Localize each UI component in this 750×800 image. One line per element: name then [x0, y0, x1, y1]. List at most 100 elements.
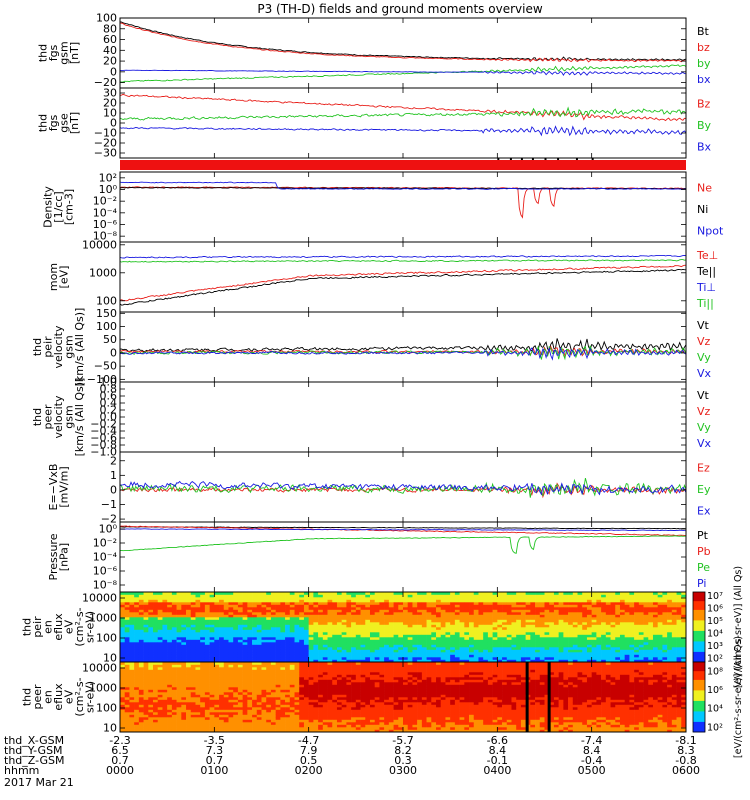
spectrogram-cell — [393, 607, 399, 610]
spectrogram-cell — [426, 634, 432, 638]
spectrogram-cell — [544, 644, 550, 648]
spectrogram-cell — [436, 647, 442, 650]
spectrogram-cell — [167, 637, 173, 640]
spectrogram-cell — [652, 657, 658, 660]
spectrogram-cell — [148, 679, 154, 683]
spectrogram-cell — [629, 627, 635, 630]
spectrogram-cell — [332, 607, 338, 610]
spectrogram-cell — [454, 652, 460, 655]
spectrogram-cell — [195, 602, 201, 605]
spectrogram-cell — [214, 679, 220, 683]
spectrogram-cell — [553, 607, 559, 610]
spectrogram-cell — [299, 669, 305, 673]
spectrogram-cell — [445, 634, 451, 638]
spectrogram-cell — [275, 617, 281, 620]
spectrogram-cell — [157, 629, 163, 633]
spectrogram-cell — [634, 654, 640, 658]
spectrogram-cell — [270, 689, 276, 693]
spectrogram-cell — [124, 657, 130, 660]
spectrogram-cell — [120, 677, 126, 680]
spectrogram-cell — [671, 614, 677, 618]
spectrogram-cell — [483, 614, 489, 618]
spectrogram-cell — [615, 637, 621, 640]
spectrogram-cell — [266, 597, 272, 600]
spectrogram-cell — [615, 639, 621, 643]
spectrogram-cell — [120, 727, 126, 730]
spectrogram-cell — [459, 632, 465, 635]
spectrogram-cell — [143, 722, 149, 725]
spectrogram-cell — [171, 637, 177, 640]
y-tick-label: 20 — [103, 55, 117, 68]
spectrogram-cell — [421, 607, 427, 610]
legend-entry: Vz — [697, 335, 711, 348]
spectrogram-cell — [138, 692, 144, 695]
spectrogram-cell — [129, 604, 135, 608]
spectrogram-cell — [252, 597, 258, 600]
spectrogram-cell — [270, 727, 276, 730]
spectrogram-cell — [516, 629, 522, 633]
spectrogram-cell — [563, 619, 569, 623]
spectrogram-cell — [181, 647, 187, 650]
spectrogram-cell — [520, 659, 526, 663]
spectrogram-cell — [676, 629, 682, 633]
spectrogram-cell — [176, 689, 182, 693]
spectrogram-cell — [629, 622, 635, 625]
spectrogram-cell — [157, 679, 163, 683]
spectrogram-cell — [450, 642, 456, 645]
spectrogram-cell — [299, 609, 305, 613]
spectrogram-cell — [450, 622, 456, 625]
spectrogram-cell — [252, 657, 258, 660]
spectrogram-cell — [294, 614, 300, 618]
spectrogram-cell — [657, 592, 663, 595]
spectrogram-cell — [450, 594, 456, 598]
spectrogram-cell — [643, 619, 649, 623]
spectrogram-cell — [530, 659, 536, 663]
spectrogram-cell — [535, 637, 541, 640]
spectrogram-cell — [285, 667, 291, 670]
spectrogram-cell — [346, 597, 352, 600]
spectrogram-cell — [539, 609, 545, 613]
spectrogram-cell — [299, 674, 305, 678]
spectrogram-cell — [171, 667, 177, 670]
spectrogram-cell — [280, 697, 286, 700]
spectrogram-cell — [289, 647, 295, 650]
spectrogram-cell — [252, 632, 258, 635]
spectrogram-cell — [167, 662, 173, 665]
spectrogram-cell — [153, 689, 159, 693]
spectrogram-cell — [388, 627, 394, 630]
spectrogram-cell — [492, 614, 498, 618]
spectrogram-cell — [634, 607, 640, 610]
y-label-line: gsm — [63, 405, 76, 428]
spectrogram-cell — [190, 717, 196, 720]
spectrogram-cell — [421, 639, 427, 643]
spectrogram-cell — [360, 652, 366, 655]
y-label: E=−VxB[mV/m] — [47, 464, 71, 511]
spectrogram-cell — [469, 624, 475, 628]
spectrogram-cell — [662, 657, 668, 660]
spectrogram-cell — [124, 677, 130, 680]
spectrogram-cell — [634, 622, 640, 625]
spectrogram-cell — [648, 594, 654, 598]
spectrogram-cell — [464, 642, 470, 645]
spectrogram-cell — [365, 612, 371, 615]
spectrogram-cell — [544, 592, 550, 595]
spectrogram-cell — [624, 592, 630, 595]
spectrogram-cell — [322, 657, 328, 660]
spectrogram-cell — [275, 677, 281, 680]
spectrogram-cell — [582, 632, 588, 635]
spectrogram-cell — [341, 652, 347, 655]
spectrogram-cell — [195, 634, 201, 638]
y-tick-label: 10⁰ — [99, 183, 118, 196]
spectrogram-cell — [502, 634, 508, 638]
spectrogram-cell — [327, 607, 333, 610]
spectrogram-cell — [634, 594, 640, 598]
spectrogram-cell — [516, 592, 522, 595]
spectrogram-cell — [195, 687, 201, 690]
spectrogram-cell — [167, 632, 173, 635]
spectrogram-cell — [256, 592, 262, 595]
spectrogram-cell — [204, 724, 210, 728]
spectrogram-cell — [582, 644, 588, 648]
spectrogram-cell — [454, 612, 460, 615]
spectrogram-cell — [431, 604, 437, 608]
